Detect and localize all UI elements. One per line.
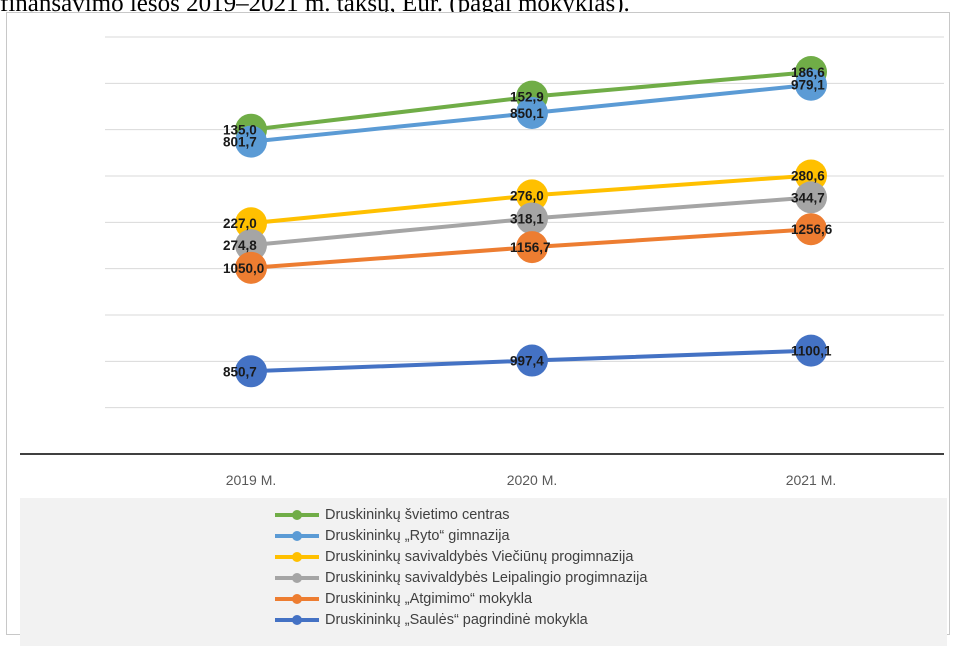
x-tick-label: 2021 M. — [786, 472, 837, 488]
data-point — [235, 229, 267, 262]
legend-item: Druskininkų švietimo centras — [275, 504, 647, 525]
data-point — [516, 231, 548, 264]
line-chart: 2019 M. 2020 M. 2021 M. 135,0 152,9 186,6 801… — [20, 36, 944, 488]
x-tick-label: 2020 M. — [507, 472, 558, 488]
legend-swatch — [275, 593, 319, 605]
data-label: 274,8 — [223, 238, 257, 253]
legend-swatch — [275, 530, 319, 542]
series-lines — [235, 56, 827, 388]
data-labels: 135,0 152,9 186,6 801,7 850,1 979,1 227,0 276,0… — [223, 65, 833, 379]
data-label: 1050,0 — [223, 261, 264, 276]
data-label: 135,0 — [223, 123, 257, 138]
legend: Druskininkų švietimo centras Druskininkų … — [20, 498, 947, 646]
data-label: 344,7 — [791, 190, 825, 205]
data-label: 979,1 — [791, 78, 825, 93]
legend-label: Druskininkų „Atgimimo“ mokykla — [325, 590, 533, 607]
data-label: 850,1 — [510, 106, 544, 121]
data-point — [516, 179, 548, 212]
legend-label: Druskininkų savivaldybės Viečiūnų progim… — [325, 548, 634, 565]
data-point — [516, 344, 548, 377]
data-point — [795, 181, 827, 214]
x-tick-label: 2019 M. — [226, 472, 277, 488]
legend-item: Druskininkų „Ryto“ gimnazija — [275, 525, 647, 546]
legend-item: Druskininkų savivaldybės Leipalingio pro… — [275, 567, 647, 588]
legend-label: Druskininkų savivaldybės Leipalingio pro… — [325, 569, 648, 586]
data-label: 801,7 — [223, 135, 257, 150]
legend-swatch — [275, 509, 319, 521]
data-label: 850,7 — [223, 364, 257, 379]
legend-label: Druskininkų švietimo centras — [325, 506, 510, 523]
data-point — [516, 96, 548, 129]
data-point — [235, 207, 267, 240]
legend-swatch — [275, 614, 319, 626]
data-point — [235, 355, 267, 388]
data-point — [795, 334, 827, 367]
chart-area: 2019 M. 2020 M. 2021 M. 135,0 152,9 186,6 801… — [6, 12, 950, 646]
data-label: 280,6 — [791, 168, 825, 183]
data-label: 276,0 — [510, 188, 544, 203]
data-label: 152,9 — [510, 90, 544, 105]
legend-swatch — [275, 551, 319, 563]
legend-item: Druskininkų „Saulės“ pagrindinė mokykla — [275, 609, 647, 630]
legend-label: Druskininkų „Saulės“ pagrindinė mokykla — [325, 611, 588, 628]
data-point — [795, 159, 827, 192]
legend-list: Druskininkų švietimo centras Druskininkų … — [275, 504, 647, 630]
x-axis: 2019 M. 2020 M. 2021 M. — [20, 453, 944, 488]
data-point — [235, 125, 267, 158]
data-label: 318,1 — [510, 211, 544, 226]
legend-item: Druskininkų savivaldybės Viečiūnų progim… — [275, 546, 647, 567]
data-label: 186,6 — [791, 65, 825, 80]
data-label: 227,0 — [223, 216, 257, 231]
data-point — [235, 251, 267, 284]
legend-swatch — [275, 572, 319, 584]
legend-item: Druskininkų „Atgimimo“ mokykla — [275, 588, 647, 609]
data-point — [795, 68, 827, 101]
data-label: 1156,7 — [510, 240, 551, 255]
data-point — [795, 213, 827, 246]
data-label: 1100,1 — [791, 344, 832, 359]
data-label: 1256,6 — [791, 222, 833, 237]
data-label: 997,4 — [510, 354, 544, 369]
data-point — [516, 202, 548, 235]
legend-label: Druskininkų „Ryto“ gimnazija — [325, 527, 510, 544]
